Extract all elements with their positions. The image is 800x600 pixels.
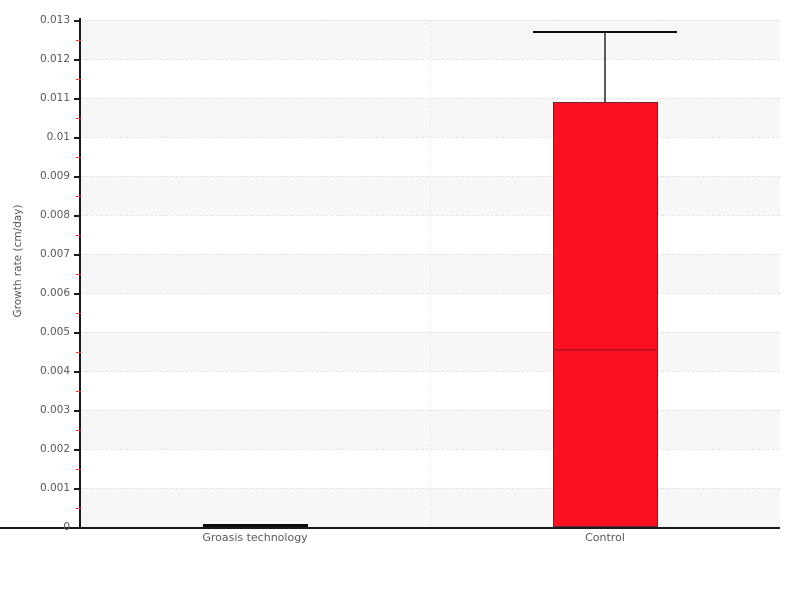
y-tick-label: 0 (63, 521, 70, 533)
y-tick-minor (76, 117, 81, 119)
y-tick-major (74, 488, 80, 490)
y-tick-label: 0.009 (39, 170, 70, 182)
y-tick-label: 0.007 (39, 248, 70, 260)
y-tick-major (74, 254, 80, 256)
plot-area (80, 20, 780, 527)
y-tick-label: 0.002 (39, 443, 70, 455)
error-bar-whisker (604, 30, 606, 102)
y-tick-label: 0.006 (39, 287, 70, 299)
y-tick-minor (76, 78, 81, 80)
y-tick-major (74, 332, 80, 334)
y-tick-minor (76, 507, 81, 509)
gridline-vertical (430, 20, 431, 527)
x-tick-label-control: Control (585, 531, 625, 544)
y-tick-label: 0.011 (39, 92, 70, 104)
x-axis-spine (0, 527, 780, 529)
y-tick-minor (76, 351, 81, 353)
y-tick-label: 0.003 (39, 404, 70, 416)
y-tick-minor (76, 429, 81, 431)
y-tick-label: 0.005 (39, 326, 70, 338)
y-tick-minor (76, 234, 81, 236)
y-tick-label: 0.004 (39, 365, 70, 377)
bar-groasis-technology[interactable] (202, 524, 308, 527)
y-tick-major (74, 527, 80, 529)
y-tick-major (74, 59, 80, 61)
median-line (554, 349, 656, 352)
y-tick-minor (76, 468, 81, 470)
bar-control[interactable] (552, 101, 658, 527)
y-tick-label: 0.013 (39, 14, 70, 26)
y-tick-minor (76, 156, 81, 158)
y-tick-major (74, 137, 80, 139)
y-tick-major (74, 371, 80, 373)
y-tick-minor (76, 312, 81, 314)
y-tick-major (74, 449, 80, 451)
y-tick-minor (76, 390, 81, 392)
x-tick-label-groasis-technology: Groasis technology (202, 531, 308, 544)
y-tick-label: 0.008 (39, 209, 70, 221)
y-tick-major (74, 176, 80, 178)
y-tick-label: 0.01 (46, 131, 70, 143)
y-tick-major (74, 215, 80, 217)
error-bar-cap (533, 30, 677, 34)
y-tick-major (74, 20, 80, 22)
y-tick-minor (76, 39, 81, 41)
y-tick-major (74, 98, 80, 100)
y-tick-major (74, 410, 80, 412)
y-tick-major (74, 293, 80, 295)
y-tick-minor (76, 195, 81, 197)
y-tick-minor (76, 273, 81, 275)
y-axis-title: Growth rate (cm/day) (12, 204, 24, 318)
y-tick-label: 0.001 (39, 482, 70, 494)
y-tick-label: 0.012 (39, 53, 70, 65)
